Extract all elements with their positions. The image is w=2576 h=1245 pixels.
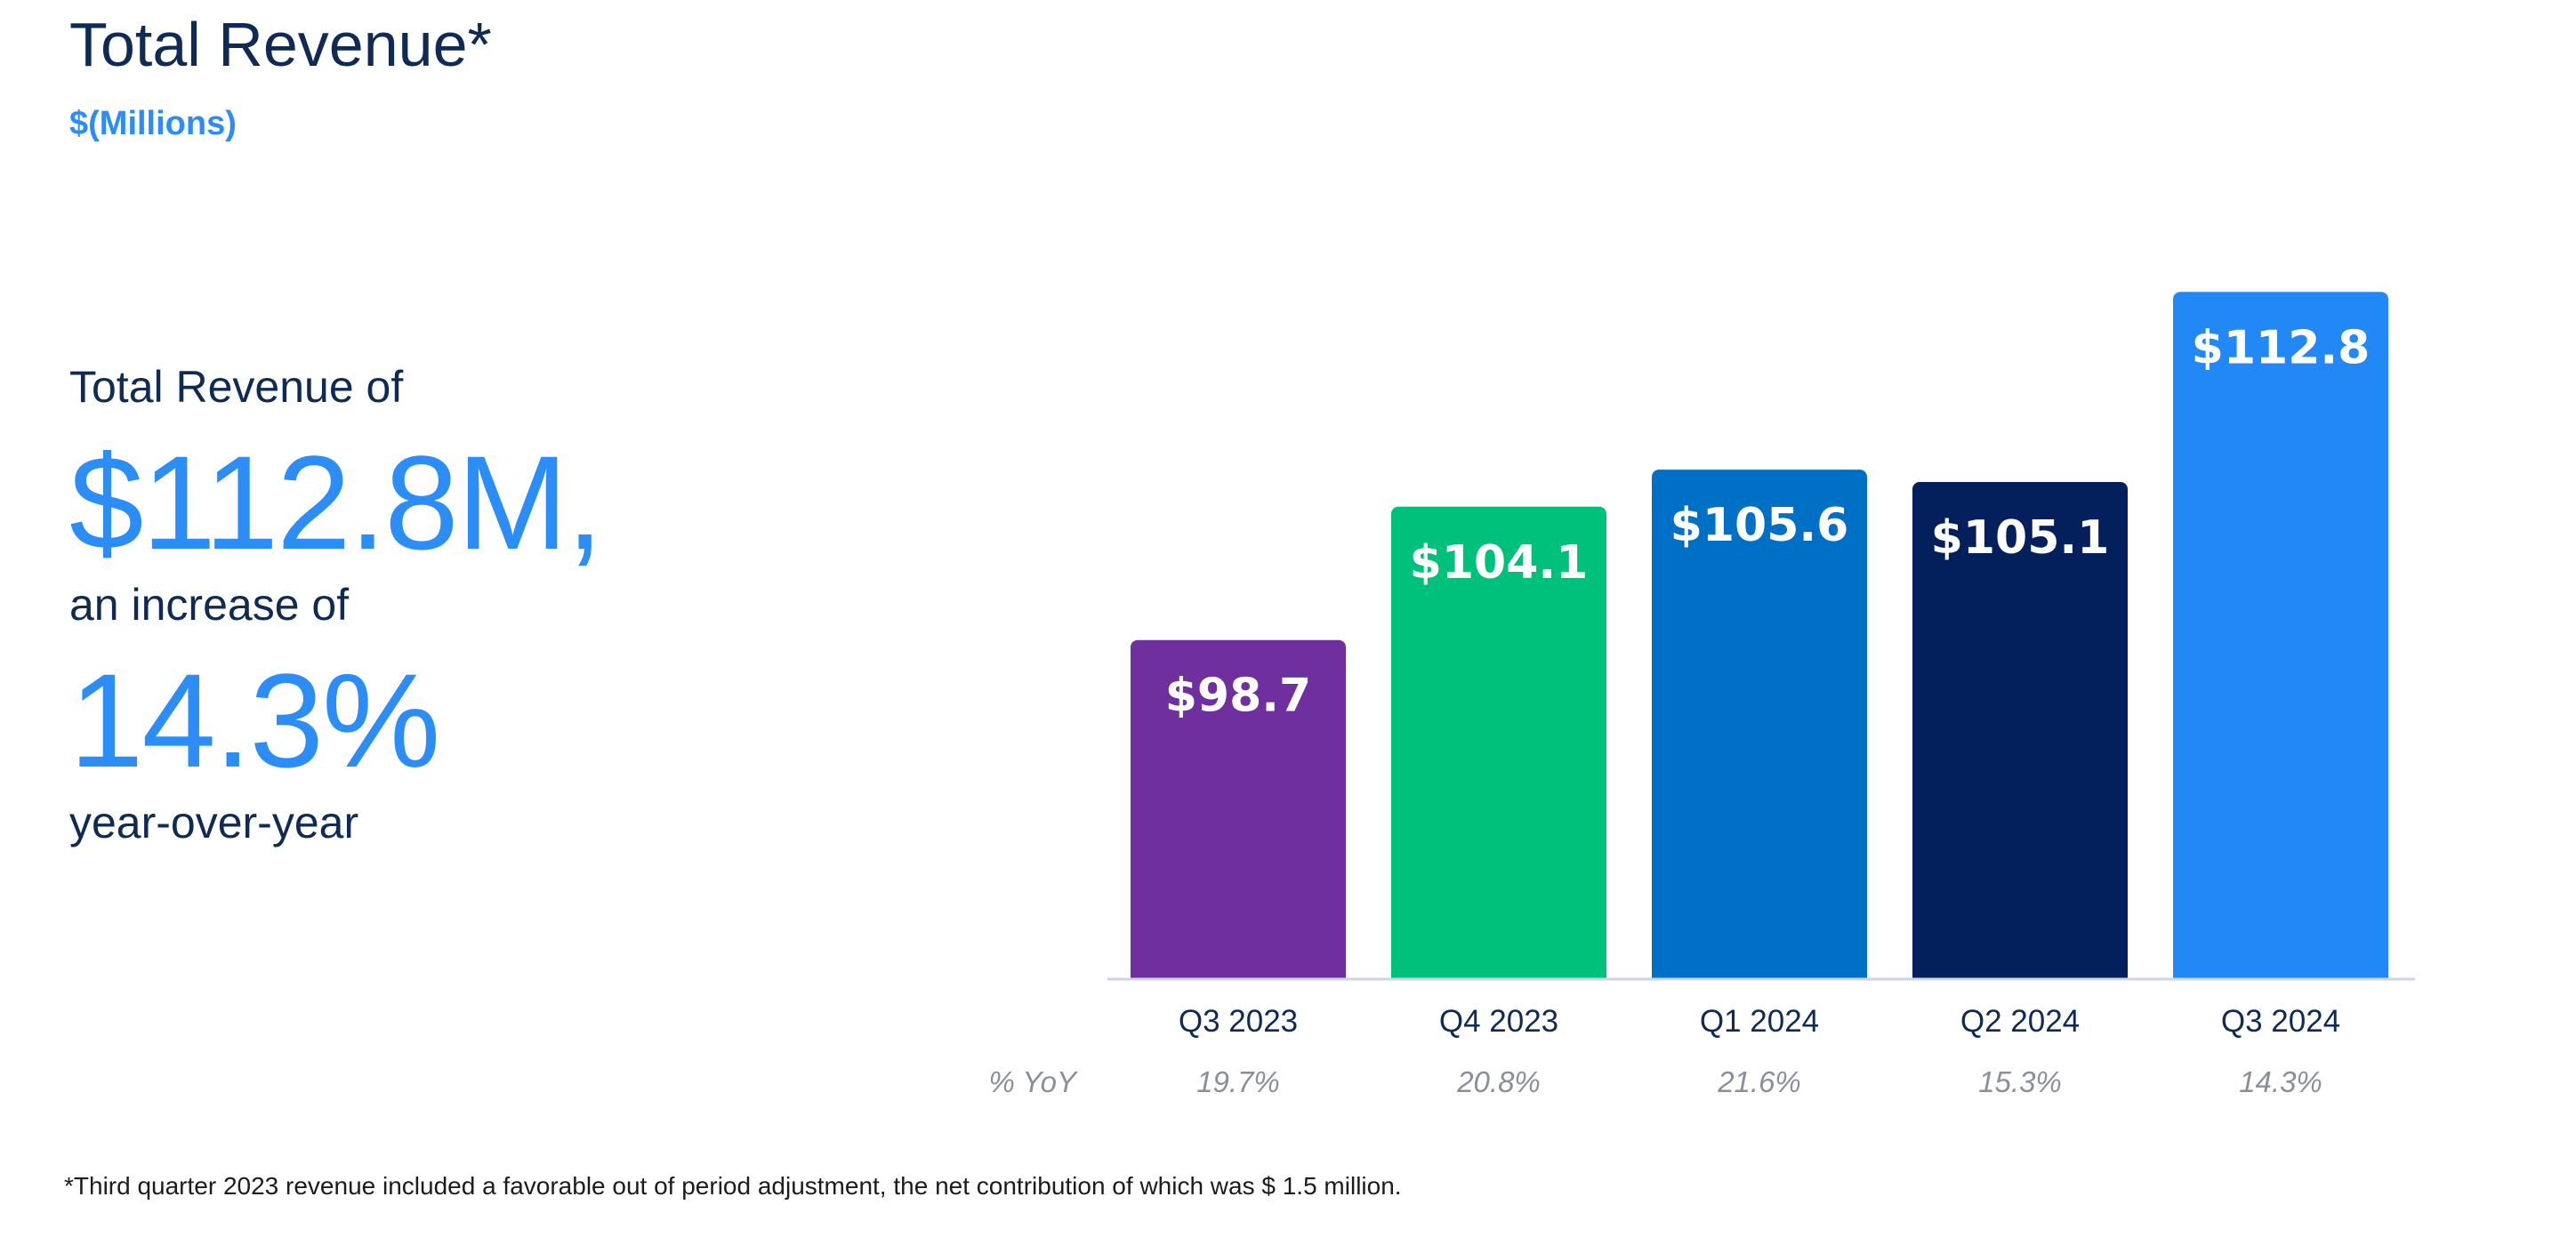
- bars-group: $98.7 Q3 2023 19.7% $104.1 Q4 2023 20.8% $105.…: [1131, 292, 2388, 1098]
- bar-value-label: $105.1: [1931, 511, 2110, 565]
- bar-base: [1652, 969, 1867, 978]
- bar-base: [2173, 969, 2388, 978]
- summary-line-2: an increase of: [69, 580, 350, 630]
- bar-value-label: $105.6: [1670, 499, 1849, 552]
- yoy-row-label: % YoY: [989, 1065, 1078, 1098]
- x-tick-label: Q4 2023: [1439, 1004, 1558, 1039]
- x-tick-label: Q3 2023: [1179, 1004, 1298, 1039]
- bar-q4-2023: [1391, 506, 1606, 978]
- yoy-value-label: 20.8%: [1456, 1065, 1541, 1098]
- footnote: *Third quarter 2023 revenue included a f…: [64, 1172, 1402, 1200]
- yoy-value-label: 14.3%: [2239, 1065, 2322, 1098]
- bar-value-label: $104.1: [1410, 536, 1589, 590]
- yoy-value-label: 15.3%: [1978, 1065, 2062, 1098]
- bar-q2-2024: [1912, 482, 2128, 978]
- summary-line-1: Total Revenue of: [69, 362, 404, 412]
- chart-subtitle: $(Millions): [69, 105, 237, 142]
- chart-title: Total Revenue*: [69, 10, 492, 79]
- bar-q1-2024: [1652, 470, 1867, 978]
- yoy-value-label: 19.7%: [1196, 1065, 1280, 1098]
- bar-q3-2024: [2173, 292, 2388, 979]
- x-tick-label: Q2 2024: [1960, 1004, 2080, 1039]
- bar-value-label: $112.8: [2192, 321, 2371, 374]
- bar-base: [1391, 969, 1606, 978]
- summary-growth-percent: 14.3%: [69, 646, 440, 795]
- x-tick-label: Q1 2024: [1700, 1004, 1819, 1039]
- summary-revenue-value: $112.8M,: [69, 428, 603, 577]
- bar-base: [1131, 969, 1346, 978]
- yoy-value-label: 21.6%: [1717, 1065, 1801, 1098]
- x-tick-label: Q3 2024: [2221, 1004, 2340, 1039]
- bar-base: [1912, 969, 2128, 978]
- bar-q3-2023: [1131, 639, 1346, 978]
- bar-value-label: $98.7: [1165, 670, 1311, 723]
- summary-line-3: year-over-year: [69, 798, 359, 847]
